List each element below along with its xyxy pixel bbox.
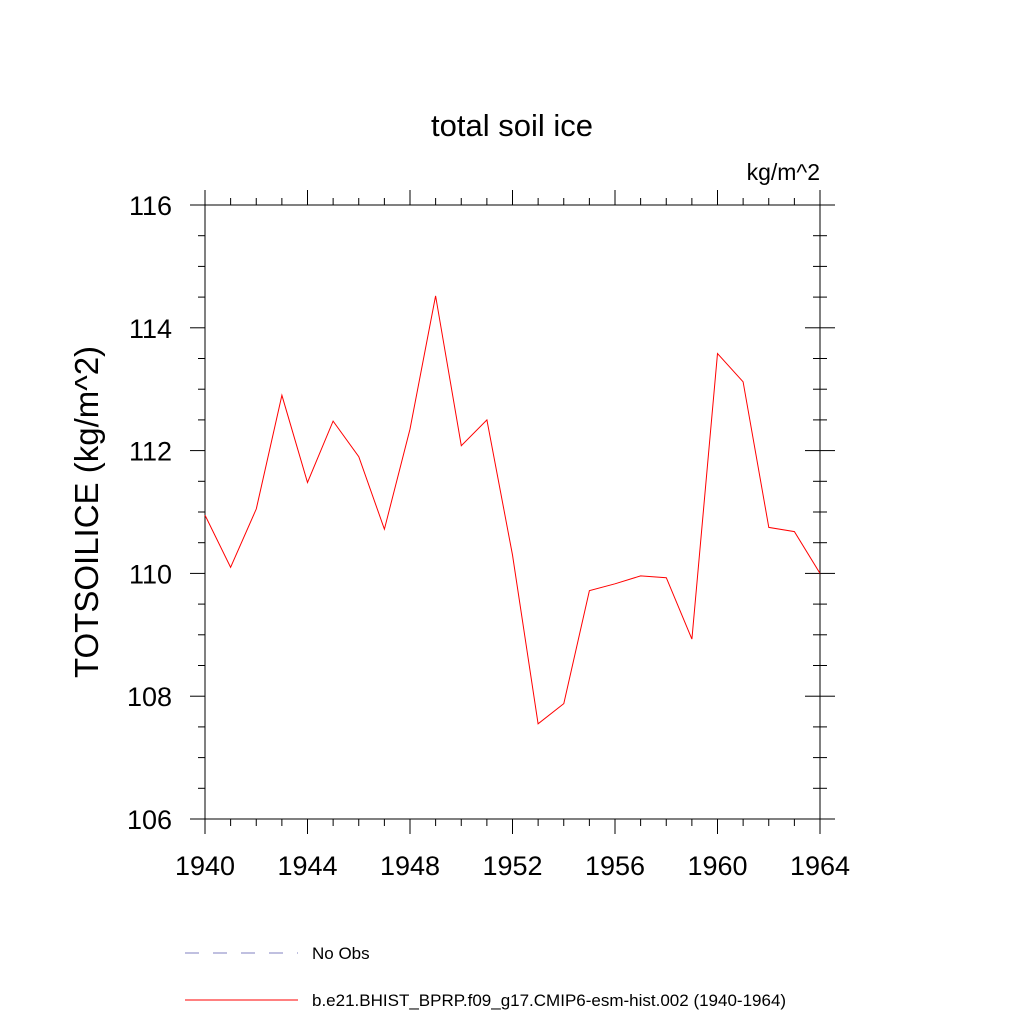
plot-frame [204,204,821,820]
x-tick-label: 1948 [380,851,440,881]
data-point [741,380,745,384]
x-tick-label: 1956 [585,851,645,881]
units-label: kg/m^2 [747,159,820,185]
x-tick-label: 1964 [790,851,850,881]
legend: No Obs b.e21.BHIST_BPRP.f09_g17.CMIP6-esm… [185,944,786,1010]
data-point [664,576,668,580]
data-point [767,525,771,529]
data-point [716,352,720,356]
data-point [459,444,463,448]
x-tick-label: 1944 [277,851,337,881]
data-point [485,418,489,422]
data-point [357,455,361,459]
y-tick-label: 108 [127,682,172,712]
legend-label: b.e21.BHIST_BPRP.f09_g17.CMIP6-esm-hist.… [312,991,786,1010]
y-tick-label: 112 [129,437,172,467]
y-tick-label: 106 [127,805,172,835]
data-point [229,565,233,569]
x-tick-labels: 1940 1944 1948 1952 1956 1960 1964 [175,851,850,881]
x-tick-label: 1952 [482,851,542,881]
y-tick-labels: 106 108 110 112 114 116 [127,191,172,835]
data-point [511,553,515,557]
data-point [254,507,258,511]
x-tick-label: 1940 [175,851,235,881]
axis-ticks [190,190,835,834]
data-point [587,589,591,593]
data-point [306,481,310,485]
data-point [280,393,284,397]
data-point [382,527,386,531]
x-tick-label: 1960 [687,851,747,881]
y-tick-label: 116 [129,191,172,221]
data-point [792,530,796,534]
series-line [204,295,821,725]
chart-title: total soil ice [431,108,593,143]
data-point [536,722,540,726]
y-axis-label: TOTSOILICE (kg/m^2) [68,346,105,678]
data-point [331,419,335,423]
data-point [434,294,438,298]
y-tick-label: 110 [129,559,172,589]
data-point [818,571,822,575]
data-point [613,582,617,586]
data-point [639,574,643,578]
data-point [203,513,207,517]
y-tick-label: 114 [129,314,172,344]
legend-label: No Obs [312,944,370,963]
data-point [690,637,694,641]
series-group [203,294,822,726]
data-point [408,427,412,431]
data-point [562,702,566,706]
